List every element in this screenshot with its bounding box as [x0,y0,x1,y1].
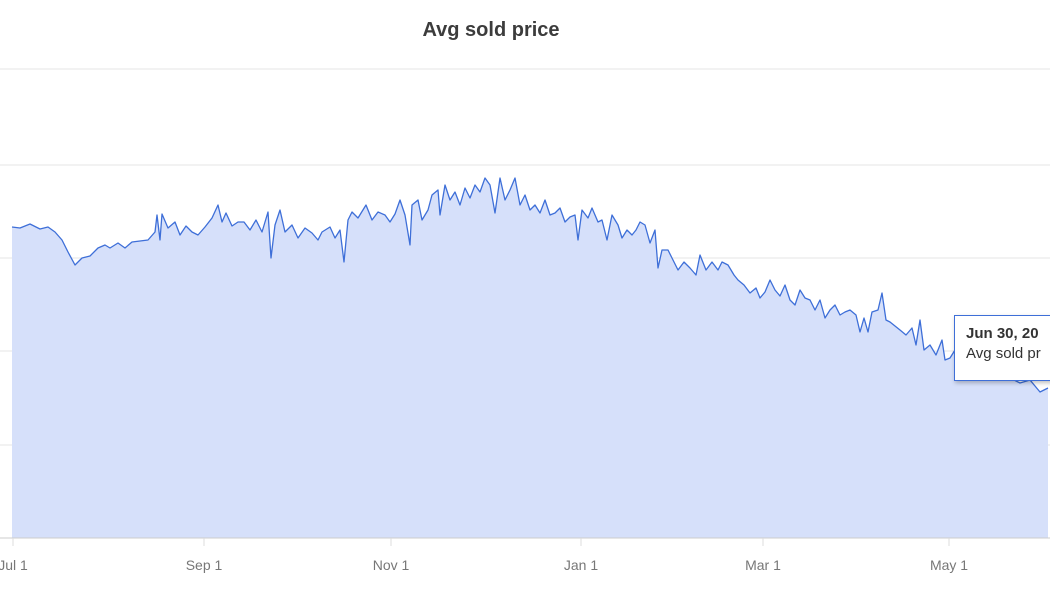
x-tick-label: Mar 1 [745,557,781,573]
chart-title: Avg sold price [422,19,560,41]
series-line[interactable] [11,177,1049,393]
x-tick-label: Jan 1 [563,557,599,573]
x-axis-ticks [12,538,950,546]
tooltip-series-label: Avg sold pr [966,345,1041,362]
x-tick-label: May 1 [929,557,969,573]
x-tick-label: Jul 1 [0,557,28,573]
chart-tooltip: Jun 30, 20 Avg sold pr [954,315,1050,381]
x-tick-label: Sep 1 [185,557,223,573]
x-tick-label: Nov 1 [372,557,410,573]
tooltip-date: Jun 30, 20 [966,325,1039,342]
area-fill [12,178,1048,538]
